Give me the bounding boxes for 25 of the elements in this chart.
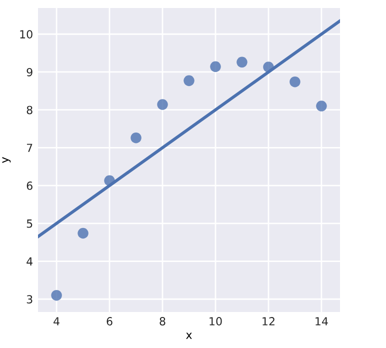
x-tick-label: 14	[316, 317, 328, 326]
x-tick-label: 10	[210, 317, 222, 326]
point	[316, 100, 327, 112]
y-tick-label: 5	[26, 220, 32, 228]
x-axis-title: x	[186, 332, 192, 339]
y-tick-label: 8	[26, 106, 32, 114]
y-tick-label: 4	[26, 257, 33, 266]
y-tick-label: 7	[26, 144, 32, 152]
y-axis-title: y	[2, 157, 11, 163]
point	[236, 56, 248, 68]
x-tick-label: 6	[106, 317, 112, 326]
point	[290, 76, 300, 88]
x-tick-label: 8	[160, 317, 166, 326]
point	[51, 290, 62, 301]
point	[78, 228, 88, 239]
y-tick-label: 6	[26, 182, 32, 190]
point	[130, 132, 142, 144]
point	[184, 75, 194, 86]
point	[210, 61, 221, 72]
point	[157, 99, 168, 110]
x-tick-label: 12	[262, 317, 274, 326]
y-tick-label: 9	[26, 68, 32, 76]
x-tick-label: 4	[54, 317, 60, 326]
y-tick-label: 3	[26, 295, 32, 304]
y-tick-label: 10	[20, 30, 32, 38]
